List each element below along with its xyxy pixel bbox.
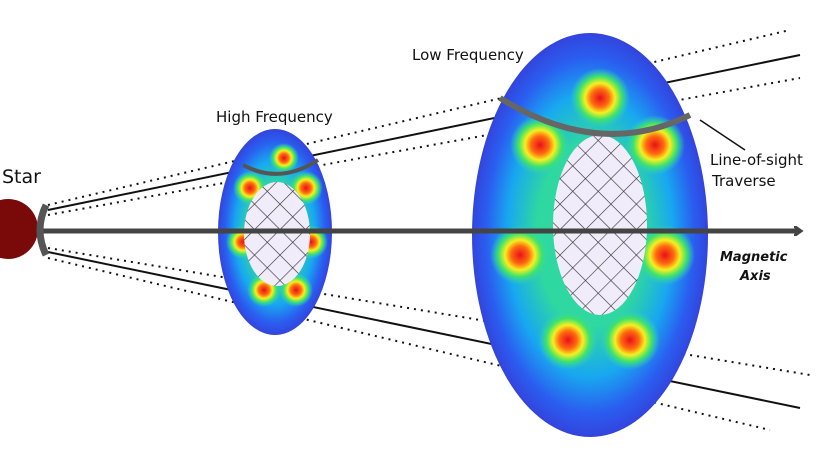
pointer [699, 119, 746, 151]
magnetic-axis-label: Magnetic [720, 250, 788, 265]
line-of-sight-label: Traverse [711, 172, 776, 190]
star-label: Star [2, 166, 41, 188]
star [0, 199, 38, 259]
beam-lines [47, 29, 811, 431]
high-frequency-label: High Frequency [216, 108, 333, 126]
line-of-sight-label: Line-of-sight [710, 151, 803, 169]
magnetic-axis-label: Axis [739, 269, 771, 284]
low-frequency-label: Low Frequency [412, 46, 524, 64]
low-frequency-disc [472, 33, 708, 437]
emission-cap [36, 203, 50, 257]
high-frequency-disc [218, 129, 332, 335]
